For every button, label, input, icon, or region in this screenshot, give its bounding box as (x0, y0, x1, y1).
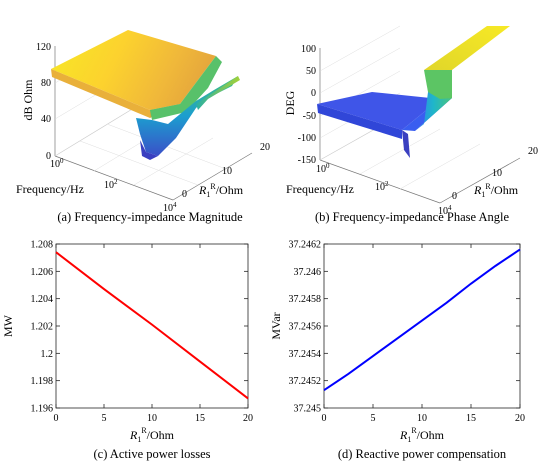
surface-high-plateau (51, 30, 216, 110)
z-tick: 0 (46, 151, 51, 162)
surface-high-freq-rise (196, 76, 240, 110)
panel-b: -150 -100 -50 0 50 100 DEG 100 102 104 F… (283, 25, 538, 224)
panel-a-x-label: Frequency/Hz (16, 182, 84, 196)
y-tick-label: 1.208 (31, 240, 54, 251)
y-tick-label: 1.196 (31, 404, 54, 415)
x-tick-label: 15 (195, 413, 205, 424)
y-tick: 10 (222, 166, 232, 177)
z-tick: 40 (41, 114, 51, 125)
y-tick-label: 37.246 (294, 267, 322, 278)
x-axis-label: R1R/Ohm (129, 426, 175, 444)
panel-d: 0 5 10 15 20 37.245 37.2452 37.2454 37.2456 37.24… (269, 240, 525, 462)
y-tick: 0 (182, 189, 187, 200)
x-tick: 104 (163, 201, 177, 214)
y-tick-label: 1.202 (31, 322, 54, 333)
y-tick-label: 1.198 (31, 376, 54, 387)
panel-a-x-ticks: 100 102 104 (50, 157, 177, 214)
x-tick: 104 (438, 204, 452, 217)
x-tick: 102 (375, 180, 389, 193)
panel-a-z-label: dB Ohm (21, 79, 35, 121)
x-tick-label: 0 (54, 413, 59, 424)
x-tick-label: 0 (322, 413, 327, 424)
x-axis-label: R1R/Ohm (399, 426, 445, 444)
panel-a-y-label: R1R/Ohm (198, 182, 244, 199)
y-tick: 10 (492, 168, 502, 179)
x-tick-label: 10 (147, 413, 157, 424)
panel-b-caption: (b) Frequency-impedance Phase Angle (315, 210, 509, 224)
y-tick-label: 37.2456 (289, 322, 322, 333)
panel-a-caption: (a) Frequency-impedance Magnitude (57, 210, 243, 224)
y-tick-label: 1.204 (31, 294, 54, 305)
panel-a-axes (54, 46, 253, 201)
z-tick: 0 (311, 88, 316, 99)
panel-a-y-axis (172, 152, 253, 201)
z-tick: 50 (306, 66, 316, 77)
panel-b-surface (317, 26, 510, 158)
series-line (323, 248, 521, 392)
series-line (55, 251, 249, 400)
panel-b-y-label: R1R/Ohm (473, 182, 519, 199)
panel-b-z-label: DEG (283, 90, 297, 115)
y-tick: 20 (528, 146, 538, 157)
panel-b-z-ticks: -150 -100 -50 0 50 100 (298, 44, 316, 166)
surface-green-band (150, 56, 222, 120)
panel-b-y-axis (439, 157, 521, 204)
x-tick-label: 5 (371, 413, 376, 424)
panel-c: 0 5 10 15 20 1.196 1.198 1.2 1.202 1.204 1.206 1.20… (1, 240, 253, 462)
surface-resonance-dip (136, 76, 238, 156)
y-tick-label: 37.245 (294, 404, 322, 415)
panel-a-y-ticks: 0 10 20 (182, 142, 270, 200)
panel-b-x-ticks: 100 102 104 (316, 162, 452, 217)
x-tick-label: 20 (515, 413, 525, 424)
x-tick: 100 (316, 162, 330, 175)
z-tick: 100 (301, 44, 316, 55)
panel-b-x-axis (319, 159, 441, 204)
y-axis-label: MVar (269, 312, 283, 339)
y-axis-label: MW (1, 314, 15, 337)
panel-a-back-floor (54, 107, 135, 157)
surface-dip-bottom (140, 140, 158, 160)
panel-caption: (c) Active power losses (94, 447, 211, 461)
z-tick: -50 (303, 111, 316, 122)
panel-b-x-label: Frequency/Hz (286, 182, 354, 196)
panel-a-surface (51, 30, 240, 160)
z-tick: -100 (298, 133, 316, 144)
x-tick-label: 10 (417, 413, 427, 424)
panel-a: 0 40 80 120 dB Ohm 100 102 104 Frequency… (16, 30, 270, 224)
x-tick: 100 (50, 157, 64, 170)
y-tick-label: 37.2452 (289, 376, 322, 387)
plot-frame (55, 243, 249, 409)
y-tick-label: 37.2458 (289, 294, 322, 305)
surface-negative-plateau (317, 92, 440, 130)
x-tick: 102 (104, 178, 118, 191)
y-tick-label: 1.2 (41, 349, 54, 360)
x-tick-label: 15 (466, 413, 476, 424)
surface-positive-plateau (424, 26, 510, 70)
y-tick-label: 37.2454 (289, 349, 322, 360)
surface-step-side (424, 70, 452, 99)
panel-a-x-axis (54, 155, 174, 201)
surface-phase-spike (402, 130, 410, 158)
x-tick-label: 20 (243, 413, 253, 424)
y-tick: 0 (452, 191, 457, 202)
panel-b-y-ticks: 0 10 20 (452, 146, 538, 202)
panel-a-z-ticks: 0 40 80 120 (36, 42, 51, 162)
surface-front-edge (317, 104, 402, 139)
x-tick-label: 5 (102, 413, 107, 424)
z-tick: -150 (298, 155, 316, 166)
y-tick: 20 (260, 142, 270, 153)
panel-caption: (d) Reactive power compensation (338, 447, 507, 461)
surface-front-edge (51, 69, 150, 118)
y-tick-label: 37.2462 (289, 240, 322, 251)
y-tick-label: 1.206 (31, 267, 54, 278)
z-tick: 80 (41, 78, 51, 89)
z-tick: 120 (36, 42, 51, 53)
